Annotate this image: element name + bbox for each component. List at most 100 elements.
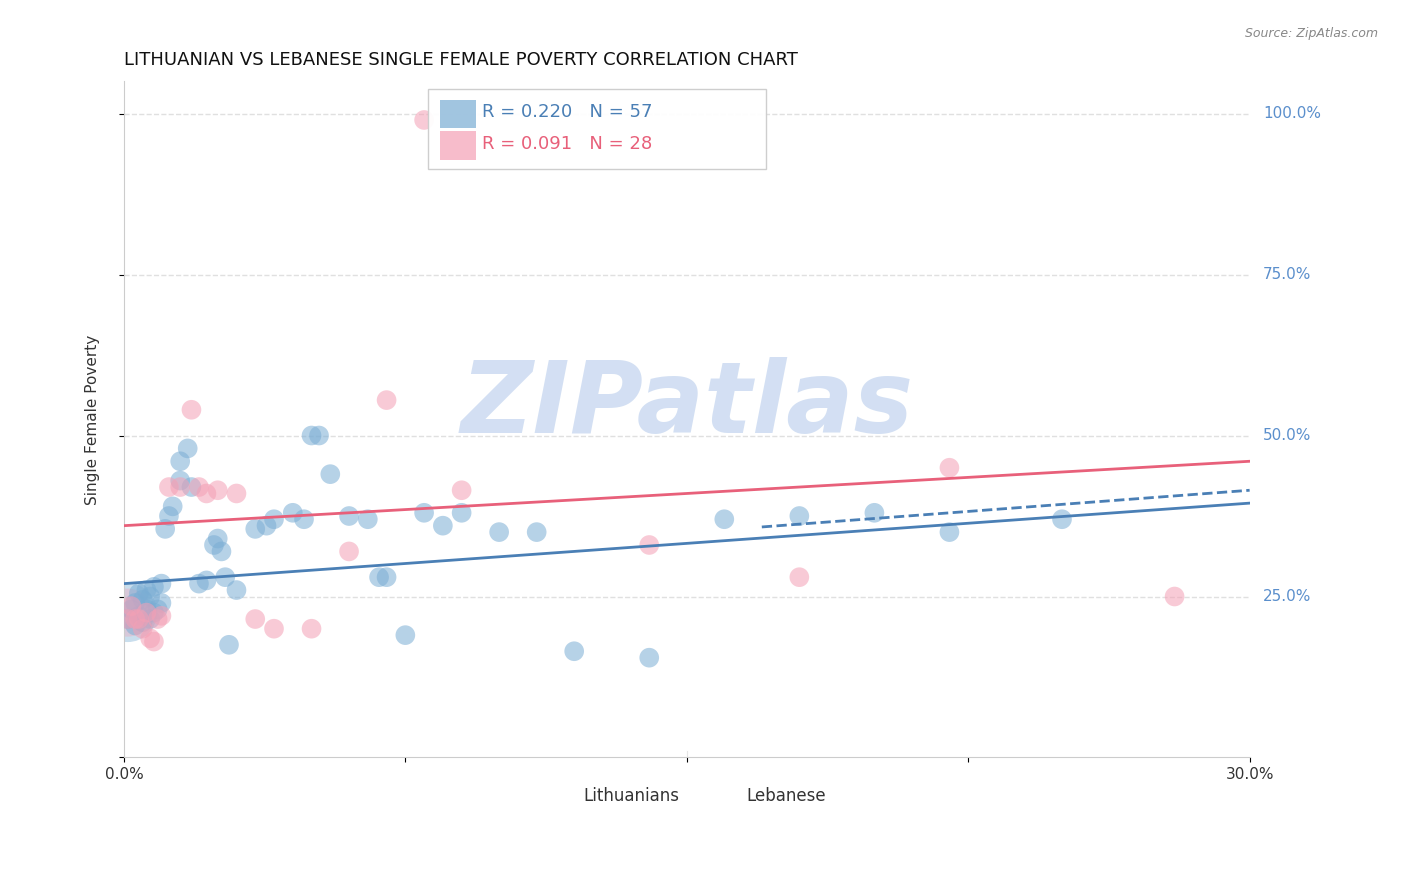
FancyBboxPatch shape <box>440 100 477 128</box>
Point <box>938 460 960 475</box>
Point <box>863 506 886 520</box>
Point <box>120 602 142 616</box>
Y-axis label: Single Female Poverty: Single Female Poverty <box>86 334 100 505</box>
Point <box>263 622 285 636</box>
Point <box>413 506 436 520</box>
Point <box>124 618 146 632</box>
Point <box>562 644 585 658</box>
Point <box>413 113 436 128</box>
Point <box>301 428 323 442</box>
Point <box>146 612 169 626</box>
Point <box>150 576 173 591</box>
Point <box>225 583 247 598</box>
FancyBboxPatch shape <box>440 131 477 160</box>
Point <box>124 612 146 626</box>
Point <box>131 615 153 630</box>
Point <box>169 474 191 488</box>
Point <box>128 612 150 626</box>
FancyBboxPatch shape <box>707 783 740 810</box>
Point <box>207 483 229 498</box>
Point <box>117 606 139 620</box>
Point <box>263 512 285 526</box>
Point <box>368 570 391 584</box>
Point <box>120 599 142 614</box>
FancyBboxPatch shape <box>427 89 766 169</box>
Point <box>117 612 139 626</box>
Point <box>180 480 202 494</box>
Point <box>146 602 169 616</box>
Point <box>225 486 247 500</box>
Point <box>218 638 240 652</box>
Point <box>162 500 184 514</box>
Point <box>1050 512 1073 526</box>
Point <box>450 506 472 520</box>
Point <box>301 622 323 636</box>
Point <box>202 538 225 552</box>
Point <box>135 602 157 616</box>
Point <box>131 622 153 636</box>
Point <box>117 606 139 620</box>
Point <box>1163 590 1185 604</box>
Point <box>638 538 661 552</box>
Point <box>169 480 191 494</box>
Point <box>432 518 454 533</box>
Point <box>308 428 330 442</box>
Point <box>169 454 191 468</box>
Text: Lithuanians: Lithuanians <box>583 787 679 805</box>
Point <box>292 512 315 526</box>
Point <box>142 606 165 620</box>
Text: 100.0%: 100.0% <box>1263 106 1322 121</box>
Point <box>337 544 360 558</box>
Text: 75.0%: 75.0% <box>1263 267 1312 282</box>
Point <box>245 612 267 626</box>
Point <box>245 522 267 536</box>
Point <box>142 634 165 648</box>
Point <box>375 570 398 584</box>
Point <box>789 570 811 584</box>
Point <box>488 525 510 540</box>
Point <box>188 576 211 591</box>
Point <box>188 480 211 494</box>
Point <box>195 574 218 588</box>
Point <box>394 628 416 642</box>
Point <box>124 596 146 610</box>
Point <box>131 592 153 607</box>
Point <box>207 532 229 546</box>
Point <box>117 612 139 626</box>
Text: R = 0.220   N = 57: R = 0.220 N = 57 <box>482 103 652 121</box>
Point <box>139 590 162 604</box>
Point <box>157 480 180 494</box>
Point <box>375 393 398 408</box>
Point <box>150 608 173 623</box>
Point <box>128 586 150 600</box>
Point <box>357 512 380 526</box>
Point <box>180 402 202 417</box>
Text: 50.0%: 50.0% <box>1263 428 1312 443</box>
Point <box>128 608 150 623</box>
Text: ZIPatlas: ZIPatlas <box>460 358 914 454</box>
Point <box>135 606 157 620</box>
Point <box>139 632 162 646</box>
Point <box>526 525 548 540</box>
FancyBboxPatch shape <box>544 783 576 810</box>
Text: Lebanese: Lebanese <box>747 787 827 805</box>
Point <box>195 486 218 500</box>
Text: R = 0.091   N = 28: R = 0.091 N = 28 <box>482 136 652 153</box>
Point <box>337 508 360 523</box>
Point <box>638 650 661 665</box>
Point <box>177 442 200 456</box>
Point <box>789 508 811 523</box>
Point <box>150 596 173 610</box>
Point <box>450 483 472 498</box>
Point <box>135 583 157 598</box>
Point <box>938 525 960 540</box>
Point <box>214 570 236 584</box>
Text: Source: ZipAtlas.com: Source: ZipAtlas.com <box>1244 27 1378 40</box>
Point <box>713 512 735 526</box>
Point <box>211 544 233 558</box>
Point <box>142 580 165 594</box>
Text: 25.0%: 25.0% <box>1263 589 1312 604</box>
Point <box>281 506 304 520</box>
Point <box>153 522 176 536</box>
Point <box>256 518 278 533</box>
